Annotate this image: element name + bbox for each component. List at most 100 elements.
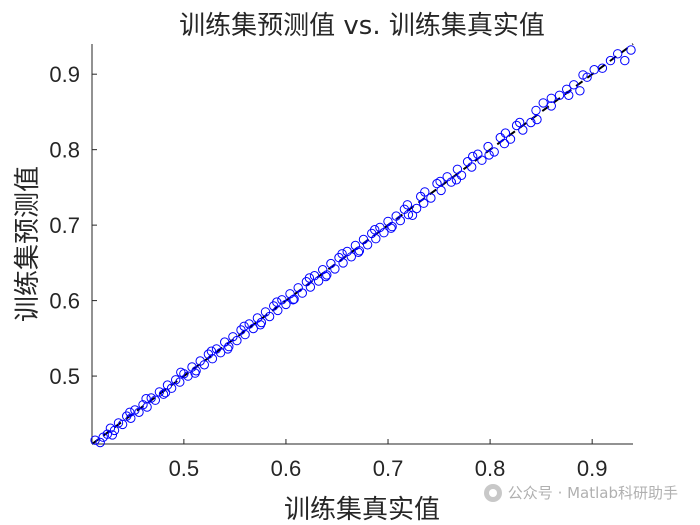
data-point (435, 176, 445, 187)
data-point (499, 138, 510, 149)
watermark-text: 公众号 · Matlab科研助手 (507, 484, 678, 502)
x-ticks: 0.5 0.6 0.7 0.8 0.9 (169, 439, 608, 481)
data-point (255, 320, 266, 330)
data-point (206, 346, 217, 356)
data-point (281, 299, 291, 310)
data-point (526, 117, 536, 128)
data-point (467, 162, 477, 172)
data-point (554, 90, 565, 101)
data-point (190, 368, 200, 378)
data-point (371, 234, 381, 244)
data-point (370, 225, 380, 235)
data-point (215, 348, 226, 358)
data-point (90, 435, 100, 445)
data-point (199, 360, 210, 370)
data-point (473, 149, 483, 159)
data-point (141, 394, 151, 404)
y-tick-label: 0.5 (49, 364, 80, 389)
data-point (158, 389, 169, 399)
data-point (436, 185, 446, 196)
data-point (297, 288, 307, 298)
data-point (346, 252, 356, 262)
data-point (426, 193, 436, 203)
data-point (337, 249, 347, 259)
data-point (484, 150, 494, 160)
data-point (569, 80, 579, 90)
watermark: 公众号 · Matlab科研助手 (483, 482, 678, 503)
x-tick-label: 0.5 (169, 456, 200, 481)
data-point (419, 198, 429, 208)
data-point (575, 86, 585, 96)
data-point (578, 70, 588, 80)
data-point (309, 271, 320, 281)
data-point (620, 55, 630, 66)
x-axis-label: 训练集真实值 (284, 495, 440, 525)
data-point (597, 63, 608, 73)
data-point (562, 84, 572, 95)
data-point (264, 311, 275, 322)
data-point (451, 175, 462, 185)
data-point (126, 413, 136, 423)
data-point (239, 321, 249, 331)
data-point (462, 157, 473, 167)
x-tick-label: 0.7 (373, 456, 404, 481)
data-point (289, 294, 299, 304)
data-point (546, 101, 556, 111)
data-point (150, 395, 161, 405)
data-point (532, 114, 542, 125)
data-point (166, 383, 177, 393)
data-point (403, 209, 414, 220)
data-point (432, 178, 442, 189)
chart-title: 训练集预测值 vs. 训练集真实值 (179, 11, 545, 41)
data-point (322, 270, 332, 280)
data-point (402, 200, 413, 210)
data-point (134, 407, 144, 417)
data-point (321, 271, 331, 282)
data-point (125, 407, 135, 417)
data-point (546, 93, 556, 104)
plot-area: 0.5 0.6 0.7 0.8 0.9 0.5 0.6 0.7 0.8 0.9 (49, 43, 636, 481)
data-point (407, 210, 418, 221)
data-point (613, 49, 623, 59)
data-point (515, 117, 525, 128)
data-point (248, 323, 259, 334)
y-tick-label: 0.8 (49, 138, 80, 163)
data-point (354, 246, 365, 256)
data-point (107, 430, 118, 440)
data-point (207, 354, 218, 364)
data-point (342, 246, 352, 257)
y-axis-label: 训练集预测值 (13, 166, 43, 322)
wechat-icon (483, 483, 502, 502)
data-point (109, 425, 120, 436)
data-point (626, 45, 636, 55)
data-point (589, 65, 599, 75)
x-tick-label: 0.9 (577, 456, 608, 481)
data-point (362, 240, 373, 250)
data-points (90, 45, 636, 448)
data-point (272, 297, 282, 307)
data-point (500, 128, 511, 138)
data-point (495, 132, 505, 143)
x-tick-label: 0.6 (271, 456, 302, 481)
data-point (386, 223, 396, 233)
data-point (420, 187, 430, 197)
data-point (313, 276, 324, 286)
data-point (489, 147, 499, 157)
y-tick-label: 0.7 (49, 213, 80, 238)
data-point (452, 164, 463, 175)
data-point (511, 120, 522, 131)
data-point (605, 55, 616, 66)
data-point (102, 429, 113, 439)
y-ticks: 0.5 0.6 0.7 0.8 0.9 (49, 62, 97, 389)
data-point (468, 151, 478, 162)
data-point (456, 170, 467, 181)
data-point (353, 247, 364, 258)
data-point (95, 437, 105, 448)
data-point (304, 273, 315, 283)
y-tick-label: 0.6 (49, 289, 80, 314)
x-tick-label: 0.8 (475, 456, 506, 481)
data-point (330, 264, 340, 274)
data-point (387, 221, 397, 232)
data-point (176, 367, 186, 377)
